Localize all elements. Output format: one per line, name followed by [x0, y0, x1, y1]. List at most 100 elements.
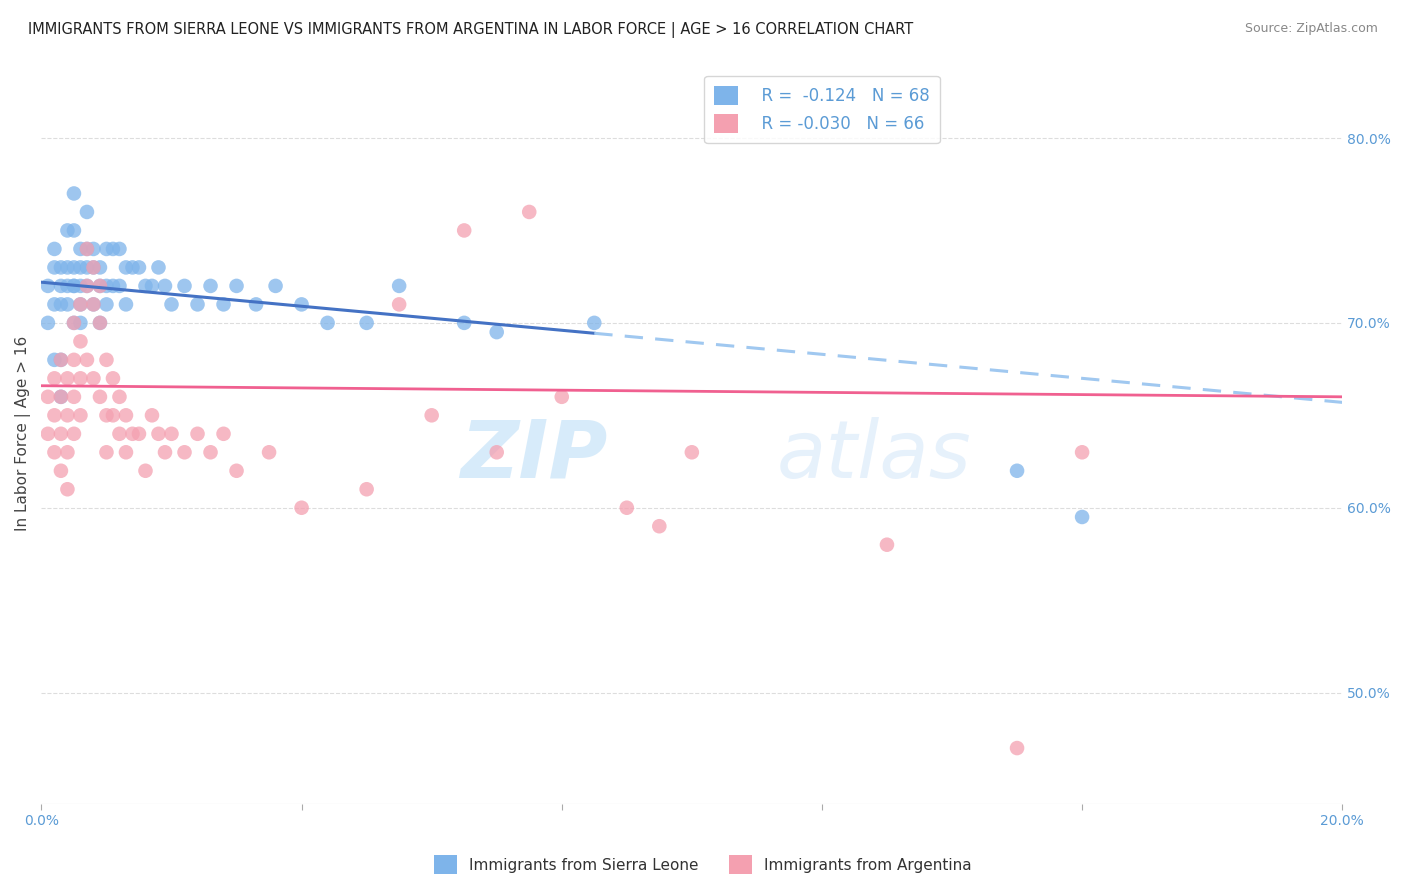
- Point: [517, 205, 540, 219]
- Point: [76, 242, 98, 256]
- Point: [56, 371, 79, 385]
- Point: [63, 390, 86, 404]
- Point: [49, 297, 72, 311]
- Point: [76, 279, 98, 293]
- Point: [44, 297, 66, 311]
- Point: [49, 390, 72, 404]
- Point: [160, 426, 183, 441]
- Point: [69, 371, 91, 385]
- Point: [420, 409, 443, 423]
- Point: [1071, 445, 1094, 459]
- Point: [212, 297, 235, 311]
- Point: [128, 426, 150, 441]
- Point: [37, 279, 59, 293]
- Point: [69, 409, 91, 423]
- Point: [69, 279, 91, 293]
- Point: [69, 260, 91, 275]
- Point: [76, 279, 98, 293]
- Point: [141, 279, 163, 293]
- Point: [89, 279, 111, 293]
- Point: [69, 297, 91, 311]
- Point: [257, 445, 280, 459]
- Point: [37, 316, 59, 330]
- Point: [108, 426, 131, 441]
- Point: [101, 242, 124, 256]
- Point: [56, 223, 79, 237]
- Point: [96, 279, 118, 293]
- Point: [186, 426, 208, 441]
- Point: [485, 445, 508, 459]
- Point: [316, 316, 339, 330]
- Point: [225, 464, 247, 478]
- Point: [44, 260, 66, 275]
- Point: [141, 409, 163, 423]
- Point: [96, 352, 118, 367]
- Point: [1005, 464, 1028, 478]
- Point: [69, 334, 91, 349]
- Point: [1005, 741, 1028, 756]
- Point: [388, 297, 411, 311]
- Point: [186, 297, 208, 311]
- Point: [69, 297, 91, 311]
- Point: [89, 316, 111, 330]
- Point: [173, 445, 195, 459]
- Point: [49, 352, 72, 367]
- Point: [56, 279, 79, 293]
- Point: [681, 445, 703, 459]
- Point: [173, 279, 195, 293]
- Point: [583, 316, 606, 330]
- Point: [49, 426, 72, 441]
- Point: [290, 297, 312, 311]
- Legend: Immigrants from Sierra Leone, Immigrants from Argentina: Immigrants from Sierra Leone, Immigrants…: [427, 849, 979, 880]
- Point: [49, 279, 72, 293]
- Point: [160, 297, 183, 311]
- Point: [63, 279, 86, 293]
- Point: [134, 464, 156, 478]
- Point: [356, 316, 378, 330]
- Point: [551, 390, 574, 404]
- Point: [44, 371, 66, 385]
- Text: ZIP: ZIP: [460, 417, 607, 495]
- Point: [56, 409, 79, 423]
- Point: [76, 205, 98, 219]
- Point: [69, 242, 91, 256]
- Point: [101, 409, 124, 423]
- Legend:   R =  -0.124   N = 68,   R = -0.030   N = 66: R = -0.124 N = 68, R = -0.030 N = 66: [704, 76, 939, 143]
- Point: [37, 390, 59, 404]
- Point: [648, 519, 671, 533]
- Point: [108, 390, 131, 404]
- Point: [212, 426, 235, 441]
- Point: [290, 500, 312, 515]
- Point: [388, 279, 411, 293]
- Point: [63, 279, 86, 293]
- Point: [115, 260, 138, 275]
- Point: [82, 371, 104, 385]
- Point: [153, 445, 176, 459]
- Point: [44, 242, 66, 256]
- Point: [89, 390, 111, 404]
- Point: [89, 316, 111, 330]
- Point: [76, 260, 98, 275]
- Point: [128, 260, 150, 275]
- Point: [49, 464, 72, 478]
- Point: [485, 325, 508, 339]
- Point: [96, 409, 118, 423]
- Point: [37, 426, 59, 441]
- Point: [56, 297, 79, 311]
- Point: [76, 242, 98, 256]
- Point: [134, 279, 156, 293]
- Point: [200, 445, 222, 459]
- Point: [69, 316, 91, 330]
- Point: [76, 352, 98, 367]
- Point: [200, 279, 222, 293]
- Point: [115, 297, 138, 311]
- Point: [148, 260, 170, 275]
- Point: [49, 390, 72, 404]
- Point: [225, 279, 247, 293]
- Point: [121, 426, 143, 441]
- Point: [44, 352, 66, 367]
- Point: [63, 426, 86, 441]
- Point: [63, 260, 86, 275]
- Point: [101, 371, 124, 385]
- Point: [1071, 510, 1094, 524]
